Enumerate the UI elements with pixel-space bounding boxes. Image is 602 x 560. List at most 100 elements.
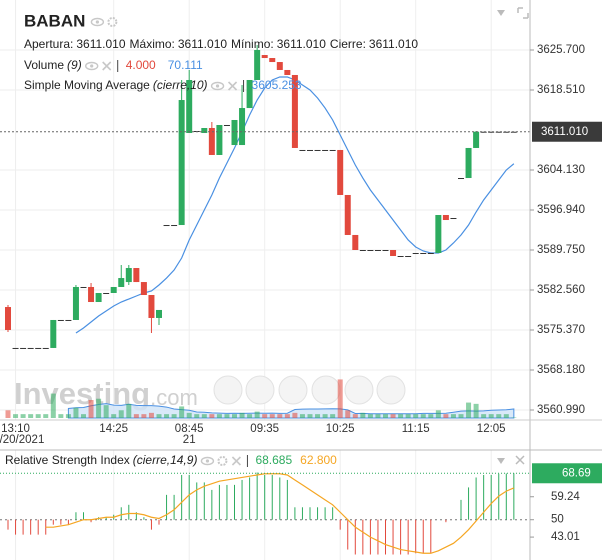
volume-bar <box>20 414 26 418</box>
gear-icon[interactable] <box>107 17 118 27</box>
y-tick-label: 50 <box>551 514 564 526</box>
volume-bar <box>224 414 230 418</box>
volume-bar <box>239 412 245 418</box>
candle-body <box>488 131 495 133</box>
close-icon[interactable] <box>515 455 525 465</box>
volume-bar <box>5 410 11 418</box>
volume-bar <box>209 414 215 418</box>
eye-icon[interactable] <box>210 81 225 91</box>
candle-body <box>133 268 140 283</box>
candle-body <box>291 74 298 148</box>
eye-icon <box>90 64 94 68</box>
last-price-box <box>532 121 602 142</box>
candle-body <box>465 147 472 179</box>
candle-body <box>208 128 215 155</box>
rsi-params: (cierre,14,9) <box>133 453 198 467</box>
candle-body <box>352 234 359 250</box>
x-tick-label: 12:05 <box>477 423 506 435</box>
eye-icon[interactable] <box>90 17 105 27</box>
ohlc-label: Apertura: <box>24 37 73 51</box>
volume-bar <box>352 414 358 418</box>
volume-bar <box>73 407 79 418</box>
volume-bar <box>383 414 388 418</box>
ohlc-label: Cierre: <box>330 37 366 51</box>
toolbar-button[interactable] <box>311 375 341 405</box>
toolbar-button[interactable] <box>245 375 275 405</box>
volume-value: 4.000 <box>126 58 156 72</box>
candle-body <box>88 286 95 303</box>
candle-body <box>178 100 185 226</box>
eye-icon[interactable] <box>85 61 99 71</box>
toolbar-button[interactable] <box>344 375 374 405</box>
volume-bar <box>330 414 336 418</box>
candle-body <box>231 119 238 146</box>
gear-icon[interactable] <box>217 456 228 466</box>
volume-bar <box>118 410 124 418</box>
volume-bar <box>201 414 207 418</box>
candle-body <box>163 225 170 227</box>
y-tick-label: 3575.370 <box>537 324 585 336</box>
toolbar-button[interactable] <box>376 375 406 405</box>
volume-bar <box>435 410 441 418</box>
candle-body <box>495 131 502 133</box>
volume-bar <box>277 414 283 418</box>
candle-body <box>239 108 246 146</box>
candle-body <box>435 215 442 254</box>
candle-body <box>480 131 487 133</box>
candle-body <box>374 249 381 251</box>
close-icon[interactable] <box>227 81 238 91</box>
menu-icon[interactable] <box>497 10 505 16</box>
x-tick-label: 13:10 <box>1 423 30 435</box>
candle-body <box>314 149 321 151</box>
volume-bar <box>345 410 351 418</box>
candle-body <box>269 58 276 63</box>
volume-bar <box>141 414 147 418</box>
y-tick-label: 59.24 <box>551 491 580 503</box>
volume-bar <box>35 414 41 418</box>
volume-ma-value: 70.111 <box>168 58 203 72</box>
candle-body <box>427 253 434 255</box>
volume-bar <box>28 414 34 418</box>
eye-icon <box>215 84 220 88</box>
candle-body <box>276 62 283 70</box>
volume-bar <box>420 414 426 418</box>
rsi-last-label: 68.69 <box>562 467 591 479</box>
menu-icon[interactable] <box>497 458 505 464</box>
volume-bar <box>65 414 71 418</box>
candle-body <box>42 347 49 349</box>
eye-icon[interactable] <box>200 456 215 466</box>
candle-body <box>359 249 366 251</box>
candle-body <box>503 131 510 133</box>
volume-bar <box>360 412 366 418</box>
volume-bar <box>103 405 109 418</box>
candle-body <box>412 253 419 255</box>
volume-bar <box>96 398 102 418</box>
close-icon[interactable] <box>231 456 242 466</box>
candle-body <box>322 149 329 151</box>
volume-bar <box>428 414 434 418</box>
candle-body <box>20 347 27 349</box>
volume-bar <box>50 393 56 418</box>
volume-bar <box>443 414 449 418</box>
volume-bar <box>292 412 298 418</box>
volume-bar <box>247 414 253 418</box>
chart-title: BABAN <box>24 11 85 30</box>
volume-bar <box>58 414 64 418</box>
volume-bar <box>458 414 464 418</box>
volume-bar <box>156 414 162 418</box>
candle-body <box>261 55 268 59</box>
y-tick-label: 3604.130 <box>537 164 585 176</box>
candle-body <box>50 319 57 348</box>
volume-bar <box>337 379 343 418</box>
candle-body <box>299 149 306 151</box>
volume-bar <box>232 414 237 418</box>
x-tick-label: 11:15 <box>402 423 430 435</box>
close-icon[interactable] <box>102 61 112 71</box>
toolbar-button[interactable] <box>278 375 308 405</box>
volume-bar <box>186 412 192 418</box>
expand-icon[interactable] <box>517 7 529 19</box>
volume-bar <box>43 414 49 418</box>
toolbar-button[interactable] <box>213 375 243 405</box>
volume-bar <box>481 414 487 418</box>
candle-body <box>140 282 147 296</box>
